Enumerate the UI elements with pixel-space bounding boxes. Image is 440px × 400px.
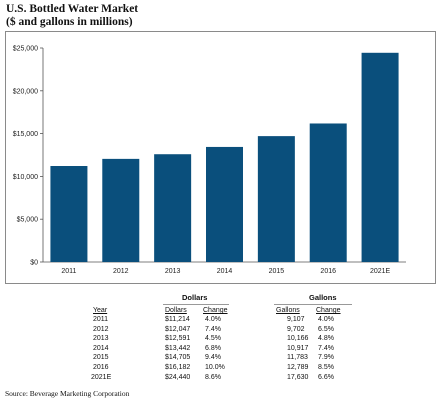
cell-dollar-change: 6.8% [205, 344, 221, 352]
cell-year: 2012 [93, 325, 109, 333]
gallons-header-rule [274, 304, 352, 305]
cell-dollar-change: 9.4% [205, 354, 221, 362]
bar-2011 [50, 166, 88, 262]
cell-dollar-change: 8.6% [205, 373, 221, 381]
col-header-dollar-change: Change [203, 307, 228, 314]
cell-gallons: 10,917 [287, 344, 309, 352]
cell-year: 2021E [91, 373, 112, 381]
cell-gallons: 9,702 [287, 325, 305, 333]
cell-gallon-change: 7.4% [318, 344, 334, 352]
cell-year: 2016 [93, 364, 109, 371]
gallons-group-header: Gallons [309, 293, 337, 302]
cell-gallon-change: 4.8% [318, 335, 334, 343]
chart-frame [5, 31, 436, 284]
y-tick-label: $10,000 [13, 174, 38, 181]
bar-chart: $0 $5,000 $10,000 $15,000 $20,000 $25,000 2011… [13, 46, 406, 275]
x-tick-label: 2013 [165, 268, 181, 275]
title-line-2: ($ and gallons in millions) [6, 16, 133, 28]
bar-2021e [361, 52, 399, 263]
title-line-1: U.S. Bottled Water Market [6, 3, 139, 15]
cell-dollars: $14,705 [165, 354, 191, 362]
col-header-gallons: Gallons [276, 307, 300, 314]
cell-dollar-change: 4.0% [205, 316, 221, 323]
dollars-group-header: Dollars [182, 293, 208, 302]
y-tick-label: $20,000 [13, 88, 38, 95]
cell-dollars: $13,442 [165, 344, 191, 352]
col-header-dollars: Dollars [165, 307, 187, 314]
source-note: Source: Beverage Marketing Corporation [5, 389, 130, 398]
x-tick-label: 2011 [61, 268, 76, 275]
cell-dollars: $11,214 [165, 316, 190, 323]
cell-gallons: 12,789 [287, 364, 309, 371]
cell-gallon-change: 8.5% [318, 364, 334, 371]
cell-gallon-change: 6.5% [318, 325, 334, 333]
bar-2012 [102, 158, 140, 262]
chart-title: U.S. Bottled Water Market ($ and gallons… [6, 3, 138, 29]
x-tick-label: 2016 [320, 268, 336, 275]
cell-year: 2015 [93, 354, 109, 362]
col-header-year: Year [93, 307, 108, 314]
y-tick-label: $25,000 [13, 46, 38, 53]
x-tick-label: 2015 [269, 268, 285, 275]
cell-gallon-change: 4.0% [318, 316, 334, 323]
y-tick-label: $15,000 [13, 131, 38, 138]
cell-gallons: 17,630 [287, 373, 309, 381]
cell-gallons: 11,783 [287, 354, 308, 362]
cell-dollar-change: 4.5% [205, 335, 221, 343]
cell-dollar-change: 10.0% [205, 364, 225, 371]
bar-2015 [257, 136, 295, 262]
cell-dollars: $16,182 [165, 364, 191, 371]
cell-gallon-change: 7.9% [318, 354, 334, 362]
dollars-header-rule [163, 304, 229, 305]
cell-year: 2014 [93, 344, 109, 352]
cell-gallons: 9,107 [287, 316, 305, 323]
x-tick-label: 2012 [113, 268, 129, 275]
cell-year: 2013 [93, 335, 109, 343]
bar-2013 [154, 154, 192, 262]
cell-gallons: 10,166 [287, 335, 309, 343]
x-tick-label: 2021E [370, 268, 391, 275]
y-tick-label: $5,000 [17, 217, 39, 224]
x-tick-label: 2014 [217, 268, 233, 275]
cell-year: 2011 [93, 316, 109, 323]
bar-2016 [309, 123, 347, 262]
cell-dollar-change: 7.4% [205, 325, 221, 333]
cell-dollars: $12,047 [165, 325, 191, 333]
bar-2014 [206, 146, 243, 262]
cell-dollars: $24,440 [165, 373, 191, 381]
col-header-gallon-change: Change [316, 307, 341, 314]
cell-gallon-change: 6.6% [318, 373, 334, 381]
y-tick-label: $0 [30, 260, 38, 267]
cell-dollars: $12,591 [165, 335, 191, 343]
